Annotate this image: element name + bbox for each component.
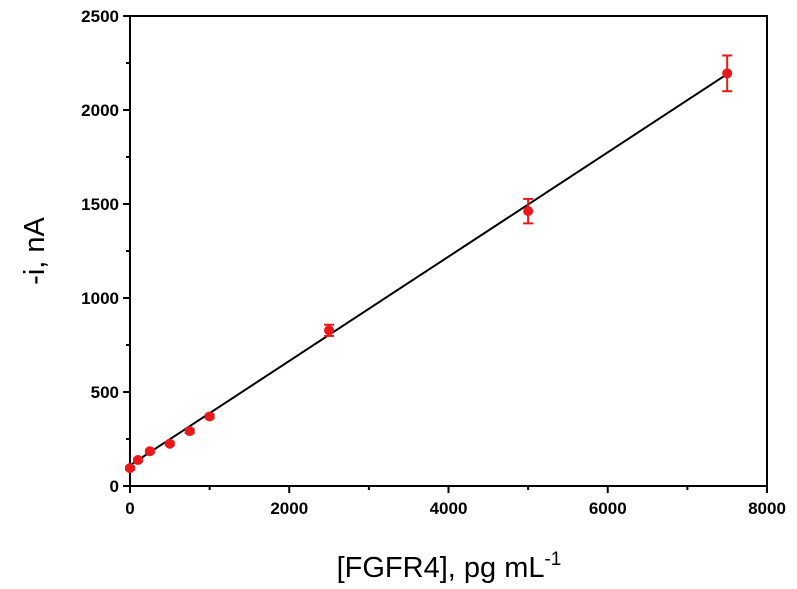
y-tick-label: 2500: [81, 7, 119, 26]
data-point: [144, 446, 155, 457]
data-marker: [132, 455, 143, 466]
data-marker: [164, 438, 175, 449]
x-tick-label: 4000: [430, 499, 468, 518]
plot-frame: [129, 15, 768, 487]
data-marker: [184, 426, 195, 437]
data-point: [324, 323, 335, 337]
fit-line: [129, 73, 728, 467]
data-point: [204, 411, 215, 422]
data-point: [523, 197, 534, 225]
data-marker: [125, 463, 135, 474]
plot-border: [129, 15, 768, 487]
data-point: [164, 438, 175, 449]
y-tick-label: 1000: [81, 289, 119, 308]
data-marker: [204, 411, 215, 422]
data-point: [132, 455, 143, 466]
y-tick-label: 500: [91, 383, 119, 402]
x-axis-title: [FGFR4], pg mL-1: [337, 549, 562, 584]
data-marker: [523, 206, 534, 217]
x-tick-label: 2000: [270, 499, 308, 518]
fit-line-layer: [129, 73, 728, 467]
data-points-layer: [125, 54, 733, 474]
y-tick-label: 1500: [81, 195, 119, 214]
y-axis-title: -i, nA: [19, 217, 51, 285]
data-marker: [722, 68, 733, 79]
x-axis-title-superscript: -1: [544, 549, 561, 570]
x-tick-label: 6000: [589, 499, 627, 518]
x-axis-title-text: [FGFR4], pg mL: [337, 552, 545, 584]
x-axis: 0 2000 4000 6000 8000: [125, 486, 786, 518]
x-tick-label: 8000: [748, 499, 786, 518]
data-point: [722, 54, 733, 93]
data-marker: [324, 325, 335, 336]
y-tick-label: 0: [110, 477, 119, 496]
data-marker: [144, 446, 155, 457]
y-tick-label: 2000: [81, 101, 119, 120]
y-axis: 0 500 1000 1500 2000 2500: [81, 7, 130, 496]
data-point: [125, 463, 135, 474]
data-point: [184, 426, 195, 437]
x-tick-label: 0: [125, 499, 134, 518]
